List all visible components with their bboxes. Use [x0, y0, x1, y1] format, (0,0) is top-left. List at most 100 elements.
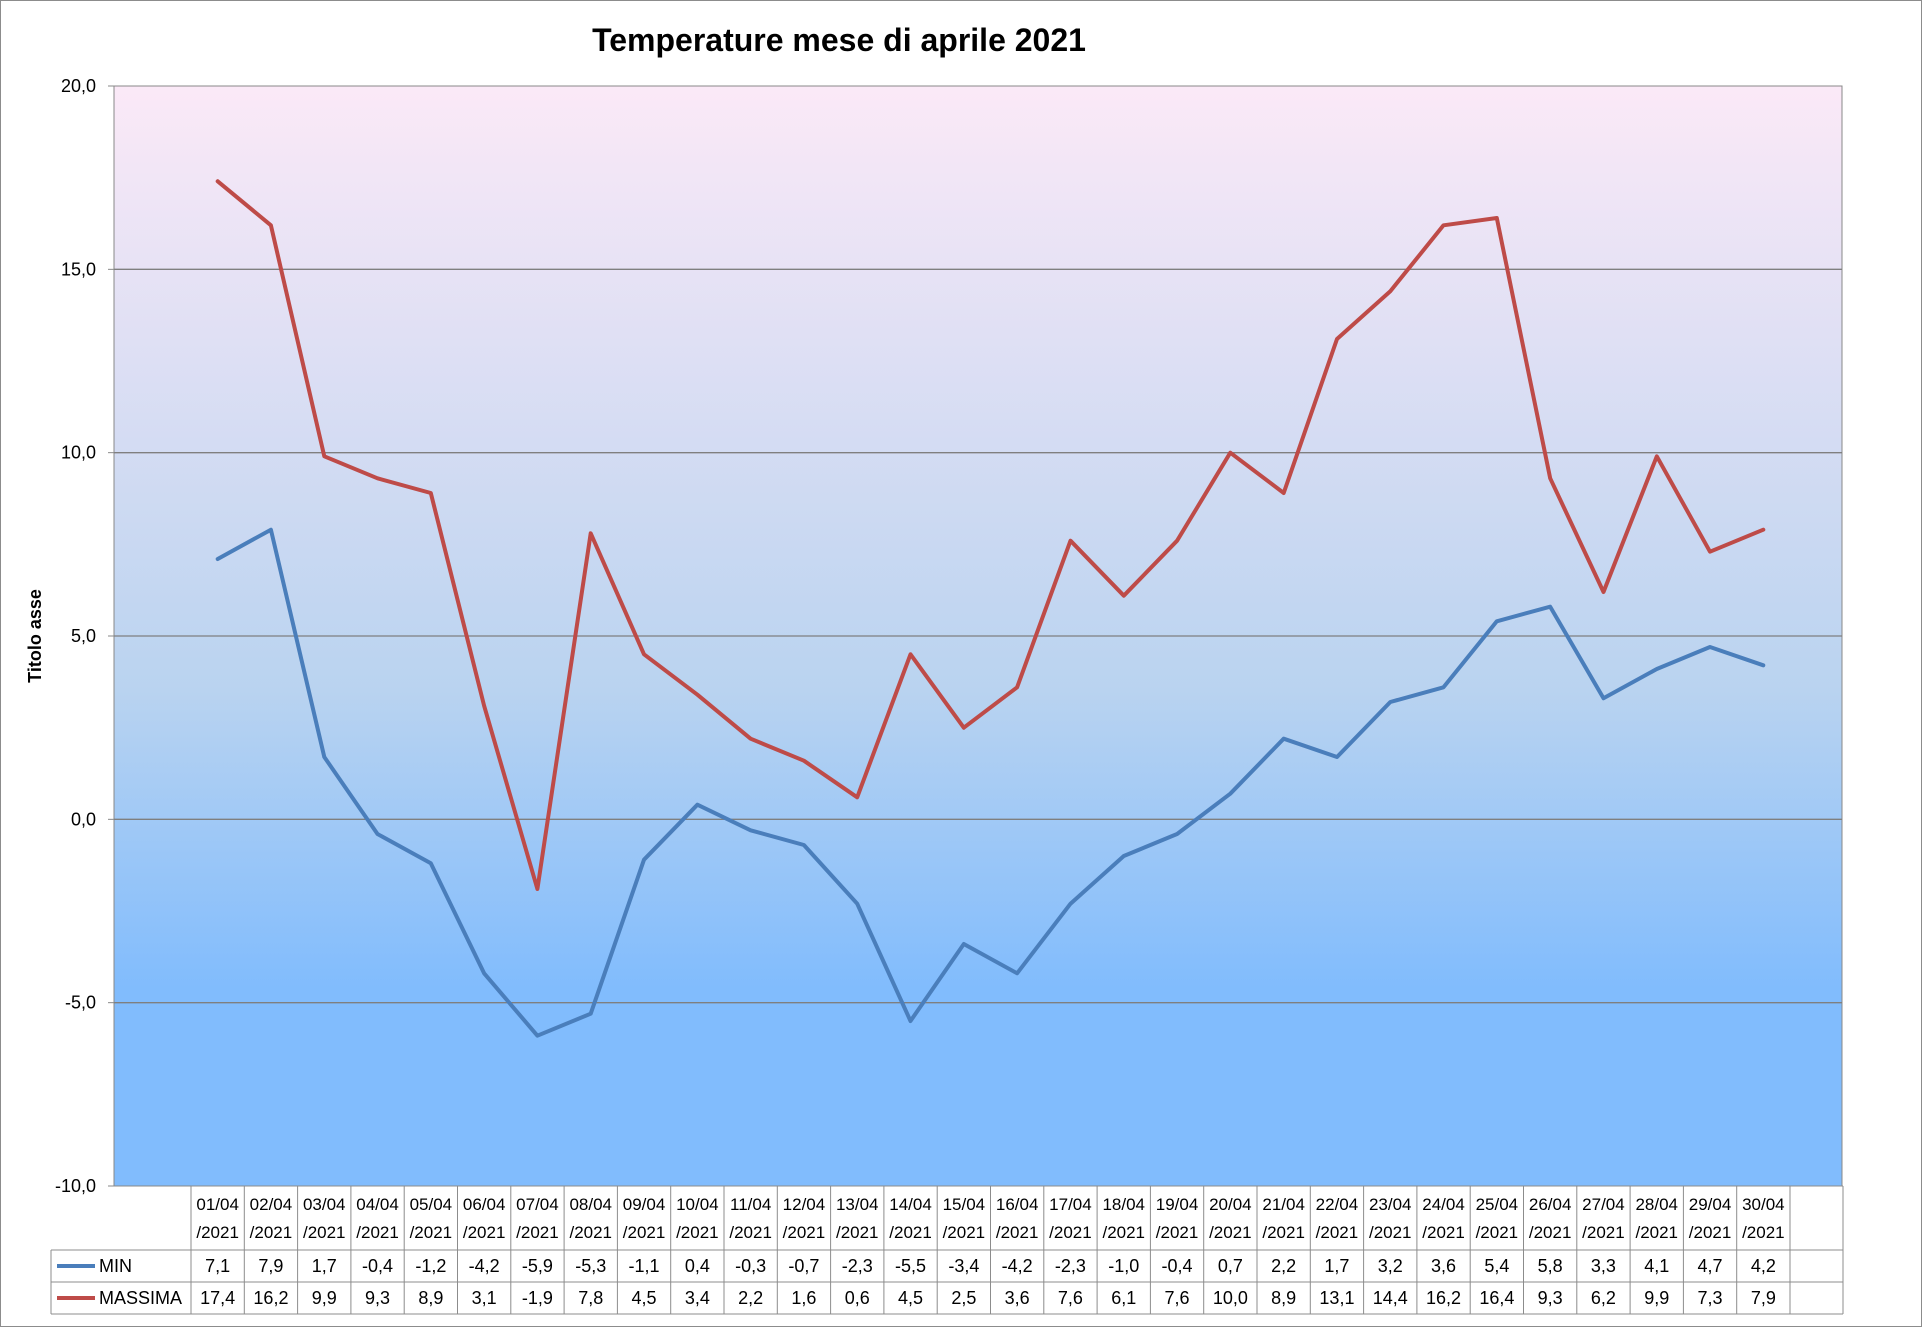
y-tick-label: -10,0	[55, 1176, 96, 1196]
series-lines	[215, 179, 1766, 1038]
x-tick-label: 19/04	[1156, 1195, 1199, 1214]
x-tick-label: /2021	[1529, 1223, 1572, 1242]
x-tick-label: 06/04	[463, 1195, 506, 1214]
x-tick-label: /2021	[1742, 1223, 1785, 1242]
x-tick-label: 03/04	[303, 1195, 346, 1214]
x-tick-label: 11/04	[730, 1195, 771, 1214]
x-tick-label: 20/04	[1209, 1195, 1252, 1214]
x-tick-label: /2021	[1049, 1223, 1092, 1242]
x-tick-label: /2021	[516, 1223, 559, 1242]
x-tick-label: 17/04	[1049, 1195, 1092, 1214]
y-tick-label: 15,0	[61, 259, 96, 279]
y-axis-ticks: -10,0 -5,0 0,0 5,0 10,0 15,0 20,0	[55, 76, 96, 1196]
data-label: -0,4	[362, 1256, 393, 1276]
x-tick-label: 05/04	[410, 1195, 453, 1214]
x-tick-label: /2021	[250, 1223, 293, 1242]
x-tick-label: /2021	[1582, 1223, 1625, 1242]
data-label: 7,6	[1165, 1288, 1190, 1308]
data-label: 7,9	[1751, 1288, 1776, 1308]
x-tick-label: 09/04	[623, 1195, 666, 1214]
x-tick-label: /2021	[410, 1223, 453, 1242]
data-label: 8,9	[418, 1288, 443, 1308]
x-tick-label: 21/04	[1262, 1195, 1305, 1214]
x-tick-label: 10/04	[676, 1195, 719, 1214]
data-label: -1,0	[1108, 1256, 1139, 1276]
data-label: -1,1	[629, 1256, 660, 1276]
data-label: 9,3	[1538, 1288, 1563, 1308]
data-label: -4,2	[1002, 1256, 1033, 1276]
data-label: 7,6	[1058, 1288, 1083, 1308]
y-tick-label: 10,0	[61, 443, 96, 463]
x-tick-label: /2021	[1422, 1223, 1465, 1242]
x-tick-label: 01/04	[196, 1195, 239, 1214]
x-tick-label: /2021	[783, 1223, 826, 1242]
data-label: 3,2	[1378, 1256, 1403, 1276]
data-label: 7,9	[258, 1256, 283, 1276]
data-label: 10,0	[1213, 1288, 1248, 1308]
chart-title: Temperature mese di aprile 2021	[592, 22, 1086, 58]
data-label: 3,1	[472, 1288, 497, 1308]
data-label: 13,1	[1319, 1288, 1354, 1308]
y-tick-label: 20,0	[61, 76, 96, 96]
x-tick-label: /2021	[1476, 1223, 1519, 1242]
data-label: 7,8	[578, 1288, 603, 1308]
x-tick-label: 07/04	[516, 1195, 559, 1214]
x-tick-label: 02/04	[250, 1195, 293, 1214]
data-label: -5,5	[895, 1256, 926, 1276]
data-label: 0,4	[685, 1256, 710, 1276]
x-tick-label: /2021	[1156, 1223, 1199, 1242]
data-label: -4,2	[469, 1256, 500, 1276]
data-label: 1,7	[312, 1256, 337, 1276]
x-tick-label: 14/04	[889, 1195, 932, 1214]
x-tick-label: 13/04	[836, 1195, 879, 1214]
x-tick-label: 16/04	[996, 1195, 1039, 1214]
data-label: 16,2	[1426, 1288, 1461, 1308]
x-tick-label: /2021	[1102, 1223, 1145, 1242]
y-tick-label: 5,0	[71, 626, 96, 646]
x-tick-label: 08/04	[569, 1195, 612, 1214]
x-tick-label: 12/04	[783, 1195, 826, 1214]
data-label: 16,4	[1479, 1288, 1514, 1308]
data-label: 2,2	[738, 1288, 763, 1308]
x-tick-label: /2021	[943, 1223, 986, 1242]
x-tick-label: /2021	[1316, 1223, 1359, 1242]
data-label: 14,4	[1373, 1288, 1408, 1308]
x-tick-label: /2021	[996, 1223, 1039, 1242]
legend-label: MASSIMA	[99, 1288, 182, 1308]
data-label: 4,7	[1698, 1256, 1723, 1276]
data-label: 7,1	[205, 1256, 230, 1276]
data-label: 7,3	[1698, 1288, 1723, 1308]
x-tick-label: /2021	[356, 1223, 399, 1242]
x-tick-label: 22/04	[1316, 1195, 1359, 1214]
y-axis-title: Titolo asse	[25, 589, 45, 683]
data-label: -0,3	[735, 1256, 766, 1276]
x-tick-label: 18/04	[1102, 1195, 1145, 1214]
data-label: 9,3	[365, 1288, 390, 1308]
x-tick-label: 26/04	[1529, 1195, 1572, 1214]
y-tick-label: -5,0	[65, 993, 96, 1013]
data-label: 5,4	[1484, 1256, 1509, 1276]
data-label: 4,1	[1644, 1256, 1669, 1276]
data-label: -5,3	[575, 1256, 606, 1276]
x-tick-label: /2021	[196, 1223, 239, 1242]
data-label: -2,3	[1055, 1256, 1086, 1276]
data-label: 2,5	[951, 1288, 976, 1308]
data-label: 8,9	[1271, 1288, 1296, 1308]
x-tick-label: /2021	[1689, 1223, 1732, 1242]
x-tick-label: /2021	[1635, 1223, 1678, 1242]
data-label: 1,6	[791, 1288, 816, 1308]
series-line-massima	[215, 179, 1766, 891]
data-label: -5,9	[522, 1256, 553, 1276]
data-table: 01/04/2021 02/04/2021 03/04/2021 04/04/2021…	[50, 1185, 1844, 1315]
data-label: 2,2	[1271, 1256, 1296, 1276]
x-tick-label: 28/04	[1635, 1195, 1678, 1214]
data-label: 9,9	[312, 1288, 337, 1308]
x-tick-label: /2021	[676, 1223, 719, 1242]
x-tick-label: 15/04	[943, 1195, 986, 1214]
data-label: 4,2	[1751, 1256, 1776, 1276]
data-label: 16,2	[253, 1288, 288, 1308]
data-label: -3,4	[948, 1256, 979, 1276]
x-tick-label: /2021	[836, 1223, 879, 1242]
x-tick-label: 24/04	[1422, 1195, 1465, 1214]
